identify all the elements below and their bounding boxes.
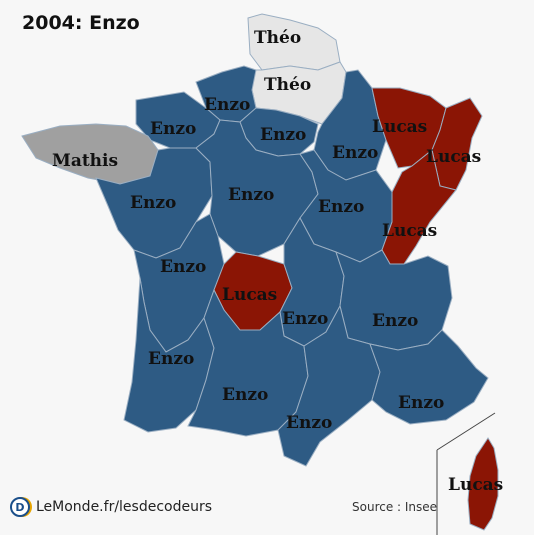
source-note: Source : Insee bbox=[352, 500, 438, 514]
region-label-midi-pyrenees: Enzo bbox=[222, 385, 268, 405]
region-alsace[interactable] bbox=[431, 97, 483, 191]
region-label-haute-normandie: Enzo bbox=[204, 95, 250, 115]
region-label-bourgogne: Enzo bbox=[318, 197, 364, 217]
region-label-provence-alpes-cote-dazur: Enzo bbox=[398, 393, 444, 413]
region-label-corse: Lucas bbox=[448, 475, 503, 495]
region-label-pays-de-la-loire: Enzo bbox=[130, 193, 176, 213]
region-languedoc-roussillon[interactable] bbox=[277, 304, 381, 467]
region-label-basse-normandie: Enzo bbox=[150, 119, 196, 139]
region-rhone-alpes[interactable] bbox=[335, 249, 453, 351]
region-label-limousin: Lucas bbox=[222, 285, 277, 305]
map-title: 2004: Enzo bbox=[22, 12, 140, 34]
region-label-champagne-ardenne: Enzo bbox=[332, 143, 378, 163]
region-label-ile-de-france: Enzo bbox=[260, 125, 306, 145]
region-label-bretagne: Mathis bbox=[52, 151, 118, 171]
region-label-poitou-charentes: Enzo bbox=[160, 257, 206, 277]
region-label-aquitaine: Enzo bbox=[148, 349, 194, 369]
region-label-picardie: Théo bbox=[264, 75, 311, 95]
lemonde-logo-icon: D bbox=[10, 497, 30, 517]
regions-layer bbox=[21, 13, 499, 531]
region-label-nord-pas-de-calais: Théo bbox=[254, 28, 301, 48]
region-label-lorraine: Lucas bbox=[372, 117, 427, 137]
region-corse[interactable] bbox=[467, 437, 499, 531]
region-label-franche-comte: Lucas bbox=[382, 221, 437, 241]
region-label-rhone-alpes: Enzo bbox=[372, 311, 418, 331]
corsica-inset-frame bbox=[436, 412, 496, 535]
footer-brand-link[interactable]: LeMonde.fr/lesdecodeurs bbox=[36, 499, 213, 515]
region-label-centre: Enzo bbox=[228, 185, 274, 205]
region-label-languedoc-roussillon: Enzo bbox=[286, 413, 332, 433]
region-label-alsace: Lucas bbox=[426, 147, 481, 167]
region-label-auvergne: Enzo bbox=[282, 309, 328, 329]
region-provence-alpes-cote-dazur[interactable] bbox=[369, 329, 489, 425]
footer-brand[interactable]: D LeMonde.fr/lesdecodeurs bbox=[10, 497, 212, 517]
